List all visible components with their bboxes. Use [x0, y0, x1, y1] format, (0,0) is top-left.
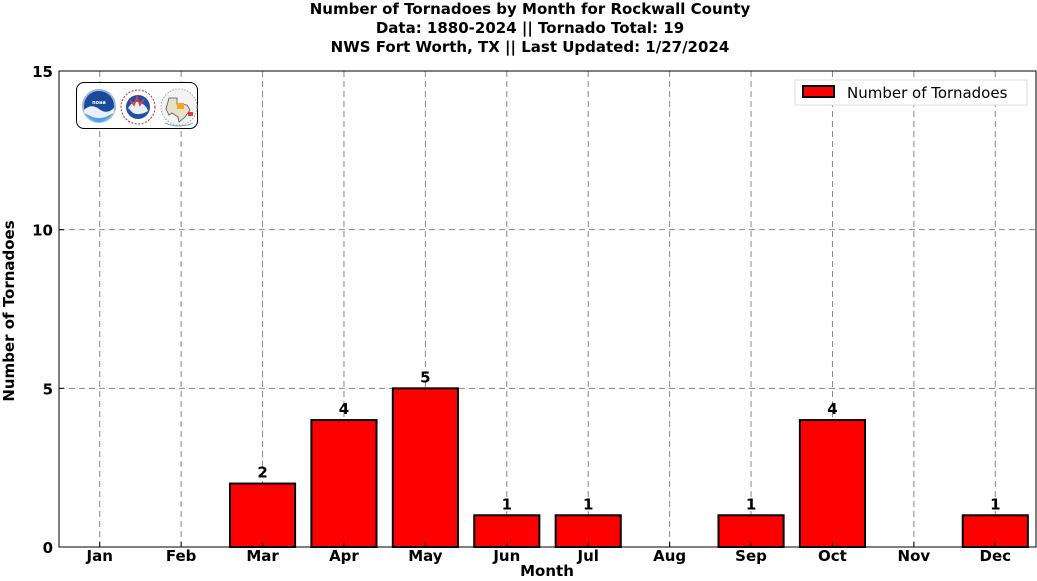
data-label: 4: [339, 400, 349, 418]
x-tick-label: Jul: [577, 547, 599, 565]
x-axis-ticks: Jan Feb Mar Apr May Jun Jul Aug Sep Oct Nov Dec: [86, 542, 1012, 565]
x-tick-label: Nov: [898, 547, 931, 565]
svg-text:noaa: noaa: [92, 100, 106, 106]
noaa-logo-icon: noaa: [82, 89, 116, 123]
title-line-3: NWS Fort Worth, TX || Last Updated: 1/27…: [330, 38, 730, 56]
data-labels: 2 4 5 1 1 1 4 1: [257, 368, 1000, 513]
nws-fort-worth-texas-logo-icon: [160, 88, 198, 127]
y-tick-label: 10: [32, 222, 53, 240]
x-tick-label: Oct: [818, 547, 847, 565]
x-tick-label: Jun: [492, 547, 520, 565]
x-tick-label: Sep: [735, 547, 767, 565]
data-label: 1: [583, 495, 593, 513]
x-tick-label: Aug: [653, 547, 686, 565]
x-tick-label: May: [408, 547, 443, 565]
data-label: 2: [257, 464, 267, 482]
title-line-2: Data: 1880-2024 || Tornado Total: 19: [375, 19, 685, 37]
bar: [798, 419, 867, 549]
data-label: 5: [420, 368, 430, 386]
x-tick-label: Mar: [246, 547, 279, 565]
data-label: 1: [990, 495, 1000, 513]
bar: [391, 387, 459, 549]
plot-frame: [58, 70, 1037, 548]
chart-title: Number of Tornadoes by Month for Rockwal…: [0, 0, 1037, 57]
data-label: 4: [827, 400, 837, 418]
bars: [228, 387, 1029, 549]
x-tick-label: Apr: [329, 547, 359, 565]
y-tick-label: 15: [32, 63, 53, 81]
legend-swatch: [802, 85, 835, 98]
national-weather-service-logo-icon: [120, 89, 156, 125]
legend: Number of Tornadoes: [794, 79, 1028, 106]
grid-lines: [59, 71, 1036, 547]
y-axis-ticks: 0 5 10 15: [32, 63, 64, 557]
data-label: 1: [502, 495, 512, 513]
data-label: 1: [746, 495, 756, 513]
bar: [717, 514, 785, 548]
y-axis-label: Number of Tornadoes: [0, 220, 18, 401]
bar: [473, 514, 541, 548]
bar: [310, 419, 378, 549]
y-tick-label: 0: [43, 539, 53, 557]
x-tick-label: Dec: [980, 547, 1012, 565]
agency-logos: noaa: [76, 82, 198, 129]
x-axis-label: Month: [520, 562, 574, 580]
y-tick-label: 5: [43, 380, 53, 398]
title-line-1: Number of Tornadoes by Month for Rockwal…: [309, 0, 751, 18]
bar: [228, 482, 297, 548]
x-tick-label: Jan: [86, 547, 113, 565]
x-tick-label: Feb: [166, 547, 197, 565]
bar: [554, 514, 622, 548]
legend-label: Number of Tornadoes: [847, 84, 1008, 102]
